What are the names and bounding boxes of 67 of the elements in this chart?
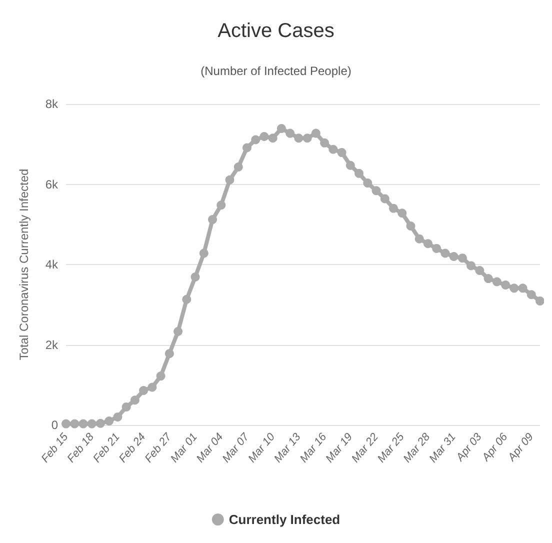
point: [466, 261, 476, 270]
point: [526, 290, 536, 300]
point: [182, 294, 192, 304]
point: [484, 274, 493, 284]
point: [372, 186, 381, 196]
point: [432, 244, 442, 253]
chart-title: Active Cases: [218, 20, 334, 42]
point: [380, 194, 390, 204]
point: [440, 248, 450, 258]
point: [78, 419, 88, 428]
point: [398, 208, 407, 218]
point: [113, 412, 122, 422]
point: [518, 284, 528, 293]
point: [294, 134, 304, 143]
point: [242, 143, 252, 152]
point: [363, 178, 372, 188]
point: [337, 148, 346, 158]
y-tick-label: 2k: [45, 338, 59, 352]
point: [389, 204, 398, 213]
point: [122, 402, 131, 412]
point: [510, 284, 519, 293]
point: [311, 128, 320, 138]
point: [320, 138, 330, 148]
point: [139, 386, 148, 395]
point: [268, 134, 278, 143]
x-tick-label: Apr 03: [454, 430, 485, 464]
point: [251, 135, 260, 144]
y-tick-label: 8k: [45, 97, 59, 111]
point: [423, 239, 432, 248]
point: [216, 200, 226, 210]
point: [501, 280, 510, 290]
point: [208, 215, 218, 224]
y-tick-label: 6k: [45, 177, 59, 192]
point: [302, 134, 312, 143]
point: [87, 419, 96, 428]
point: [164, 349, 174, 358]
point: [406, 221, 416, 230]
y-axis-title: Total Coronavirus Currently Infected: [17, 168, 31, 360]
point: [225, 175, 234, 184]
point: [70, 419, 80, 428]
x-tick-label: Apr 09: [505, 431, 536, 464]
y-tick-label: 0: [51, 418, 58, 432]
point: [156, 372, 166, 381]
point: [174, 327, 183, 336]
point: [62, 419, 70, 428]
point: [346, 160, 355, 170]
point: [130, 396, 140, 405]
legend-label: Currently Infected: [228, 512, 340, 527]
point: [234, 162, 243, 172]
point: [414, 234, 424, 244]
point: [199, 248, 208, 258]
point: [104, 416, 114, 426]
point: [492, 277, 502, 286]
y-tick-label: 4k: [45, 258, 59, 272]
point: [536, 296, 544, 306]
point: [449, 252, 458, 261]
point: [475, 266, 484, 276]
point: [286, 128, 295, 138]
point: [328, 144, 338, 154]
chart-subtitle: (Number of Infected People): [200, 64, 352, 78]
point: [458, 254, 467, 263]
point: [354, 168, 364, 178]
point: [148, 382, 157, 392]
point: [260, 132, 269, 141]
point: [276, 124, 286, 133]
point: [96, 418, 105, 428]
point: [190, 272, 200, 282]
